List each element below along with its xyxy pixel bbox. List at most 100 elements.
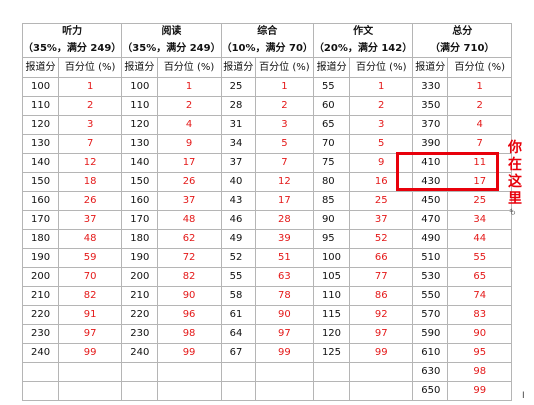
percentile-cell: 4 <box>447 115 513 135</box>
score-cell: 49 <box>220 229 256 249</box>
percentile-cell: 99 <box>156 343 222 363</box>
percentile-cell: 18 <box>57 172 123 192</box>
score-cell: 100 <box>312 248 351 268</box>
percentile-cell: 25 <box>447 191 513 211</box>
percentile-cell: 7 <box>447 134 513 154</box>
percentile-cell <box>156 362 222 382</box>
percentile-cell: 28 <box>254 210 314 230</box>
score-cell: 120 <box>312 324 351 344</box>
percentile-cell: 2 <box>57 96 123 116</box>
percentile-cell: 90 <box>447 324 513 344</box>
score-cell: 55 <box>220 267 256 287</box>
percentile-cell: 70 <box>57 267 123 287</box>
percentile-cell: 17 <box>254 191 314 211</box>
score-cell: 190 <box>22 248 59 268</box>
score-cell: 610 <box>412 343 449 363</box>
table-row: 190 59 190 72 52 51 100 66 510 55 <box>22 248 513 268</box>
score-column-header: 报道分 <box>22 57 59 78</box>
score-cell: 180 <box>22 229 59 249</box>
score-cell: 52 <box>220 248 256 268</box>
percentile-cell <box>254 381 314 401</box>
section-title: 阅读 <box>121 23 222 40</box>
score-cell: 130 <box>121 134 158 154</box>
percentile-cell: 97 <box>57 324 123 344</box>
score-cell: 240 <box>22 343 59 363</box>
score-cell: 510 <box>412 248 449 268</box>
percentile-cell: 78 <box>254 286 314 306</box>
score-cell: 70 <box>312 134 351 154</box>
percentile-cell: 82 <box>57 286 123 306</box>
table-row: 630 98 <box>22 362 513 382</box>
percentile-cell: 83 <box>447 305 513 325</box>
score-cell: 110 <box>312 286 351 306</box>
percentile-cell <box>254 362 314 382</box>
table-row: 130 7 130 9 34 5 70 5 390 7 <box>22 134 513 154</box>
score-cell: 210 <box>22 286 59 306</box>
percentile-cell: 77 <box>349 267 414 287</box>
score-cell: 200 <box>121 267 158 287</box>
score-cell: 90 <box>312 210 351 230</box>
percentile-column-header: 百分位 (%) <box>156 57 222 78</box>
section-title: 作文 <box>312 23 414 40</box>
score-cell: 230 <box>121 324 158 344</box>
percentile-cell: 5 <box>254 134 314 154</box>
percentile-cell: 2 <box>156 96 222 116</box>
percentile-cell: 37 <box>349 210 414 230</box>
percentile-cell <box>156 381 222 401</box>
percentile-cell: 25 <box>349 191 414 211</box>
table-row: 120 3 120 4 31 3 65 3 370 4 <box>22 115 513 135</box>
score-cell: 60 <box>312 96 351 116</box>
score-column-header: 报道分 <box>312 57 351 78</box>
highlight-box <box>396 152 499 191</box>
percentile-cell: 7 <box>254 153 314 173</box>
percentile-cell: 98 <box>156 324 222 344</box>
percentile-cell: 3 <box>349 115 414 135</box>
score-cell: 115 <box>312 305 351 325</box>
percentile-cell: 86 <box>349 286 414 306</box>
score-cell: 46 <box>220 210 256 230</box>
percentile-cell: 66 <box>349 248 414 268</box>
score-cell: 80 <box>312 172 351 192</box>
percentile-cell: 39 <box>254 229 314 249</box>
percentile-cell: 72 <box>156 248 222 268</box>
table-row: 110 2 110 2 28 2 60 2 350 2 <box>22 96 513 116</box>
table-row: 180 48 180 62 49 39 95 52 490 44 <box>22 229 513 249</box>
percentile-cell: 2 <box>447 96 513 116</box>
percentile-cell: 98 <box>447 362 513 382</box>
percentile-cell: 48 <box>57 229 123 249</box>
table-row: 160 26 160 37 43 17 85 25 450 25 <box>22 191 513 211</box>
percentile-cell: 82 <box>156 267 222 287</box>
percentile-cell: 99 <box>447 381 513 401</box>
percentile-cell: 48 <box>156 210 222 230</box>
percentile-cell: 95 <box>447 343 513 363</box>
table-row: 200 70 200 82 55 63 105 77 530 65 <box>22 267 513 287</box>
table-row: 170 37 170 48 46 28 90 37 470 34 <box>22 210 513 230</box>
percentile-cell: 12 <box>254 172 314 192</box>
text-cursor-icon: I <box>522 391 525 401</box>
percentile-cell: 4 <box>156 115 222 135</box>
percentile-cell <box>57 381 123 401</box>
percentile-cell: 52 <box>349 229 414 249</box>
score-cell: 100 <box>121 77 158 97</box>
table-row: 230 97 230 98 64 97 120 97 590 90 <box>22 324 513 344</box>
percentile-cell: 1 <box>156 77 222 97</box>
score-cell: 390 <box>412 134 449 154</box>
score-cell <box>220 362 256 382</box>
percentile-cell: 90 <box>156 286 222 306</box>
percentile-cell: 55 <box>447 248 513 268</box>
score-cell: 470 <box>412 210 449 230</box>
percentile-cell: 91 <box>57 305 123 325</box>
score-cell: 67 <box>220 343 256 363</box>
table-row: 220 91 220 96 61 90 115 92 570 83 <box>22 305 513 325</box>
percentile-cell: 97 <box>254 324 314 344</box>
percentile-cell: 26 <box>156 172 222 192</box>
percentile-cell: 2 <box>254 96 314 116</box>
score-cell: 200 <box>22 267 59 287</box>
score-cell: 530 <box>412 267 449 287</box>
score-cell: 34 <box>220 134 256 154</box>
percentile-cell: 59 <box>57 248 123 268</box>
column-header-row: 报道分 百分位 (%) 报道分 百分位 (%) 报道分 百分位 (%) 报道分 百分位 (%)… <box>22 57 513 78</box>
score-cell <box>22 381 59 401</box>
percentile-cell: 1 <box>57 77 123 97</box>
section-subtitle-row: （35%，满分 249） （35%，满分 249） （10%，满分 70） （20%，… <box>21 40 513 58</box>
